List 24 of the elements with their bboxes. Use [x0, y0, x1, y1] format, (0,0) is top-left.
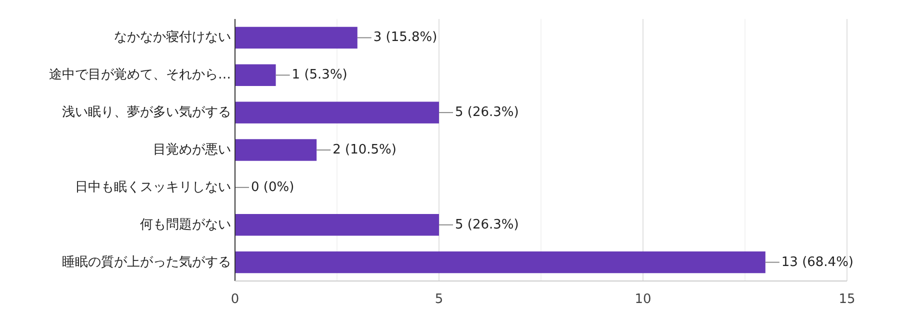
data-label: 5 (26.3%) — [455, 105, 519, 120]
y-tick-label: 何も問題がない — [140, 217, 231, 232]
x-tick-label: 0 — [230, 292, 240, 307]
bar — [235, 102, 439, 124]
x-tick-label: 15 — [838, 292, 856, 307]
data-label: 5 (26.3%) — [455, 217, 519, 232]
data-label: 13 (68.4%) — [781, 254, 854, 270]
x-tick-label: 10 — [634, 292, 652, 307]
y-tick-label: 目覚めが悪い — [153, 142, 231, 158]
bar — [235, 214, 439, 236]
y-tick-label: なかなか寝付けない — [114, 30, 231, 46]
bar — [235, 64, 276, 86]
bar — [235, 251, 766, 274]
y-tick-label: 浅い眠り、夢が多い気がする — [62, 105, 231, 120]
y-tick-label: 日中も眠くスッキリしない — [75, 180, 231, 195]
data-label: 1 (5.3%) — [292, 68, 348, 83]
bar — [235, 139, 317, 161]
data-label: 0 (0%) — [251, 180, 294, 195]
bar — [235, 26, 358, 49]
data-label: 3 (15.8%) — [373, 30, 438, 46]
x-tick-label: 5 — [434, 292, 444, 307]
data-label: 2 (10.5%) — [332, 142, 396, 158]
y-tick-label: 途中で目が覚めて、それから… — [49, 68, 231, 83]
y-tick-label: 睡眠の質が上がった気がする — [62, 254, 231, 270]
